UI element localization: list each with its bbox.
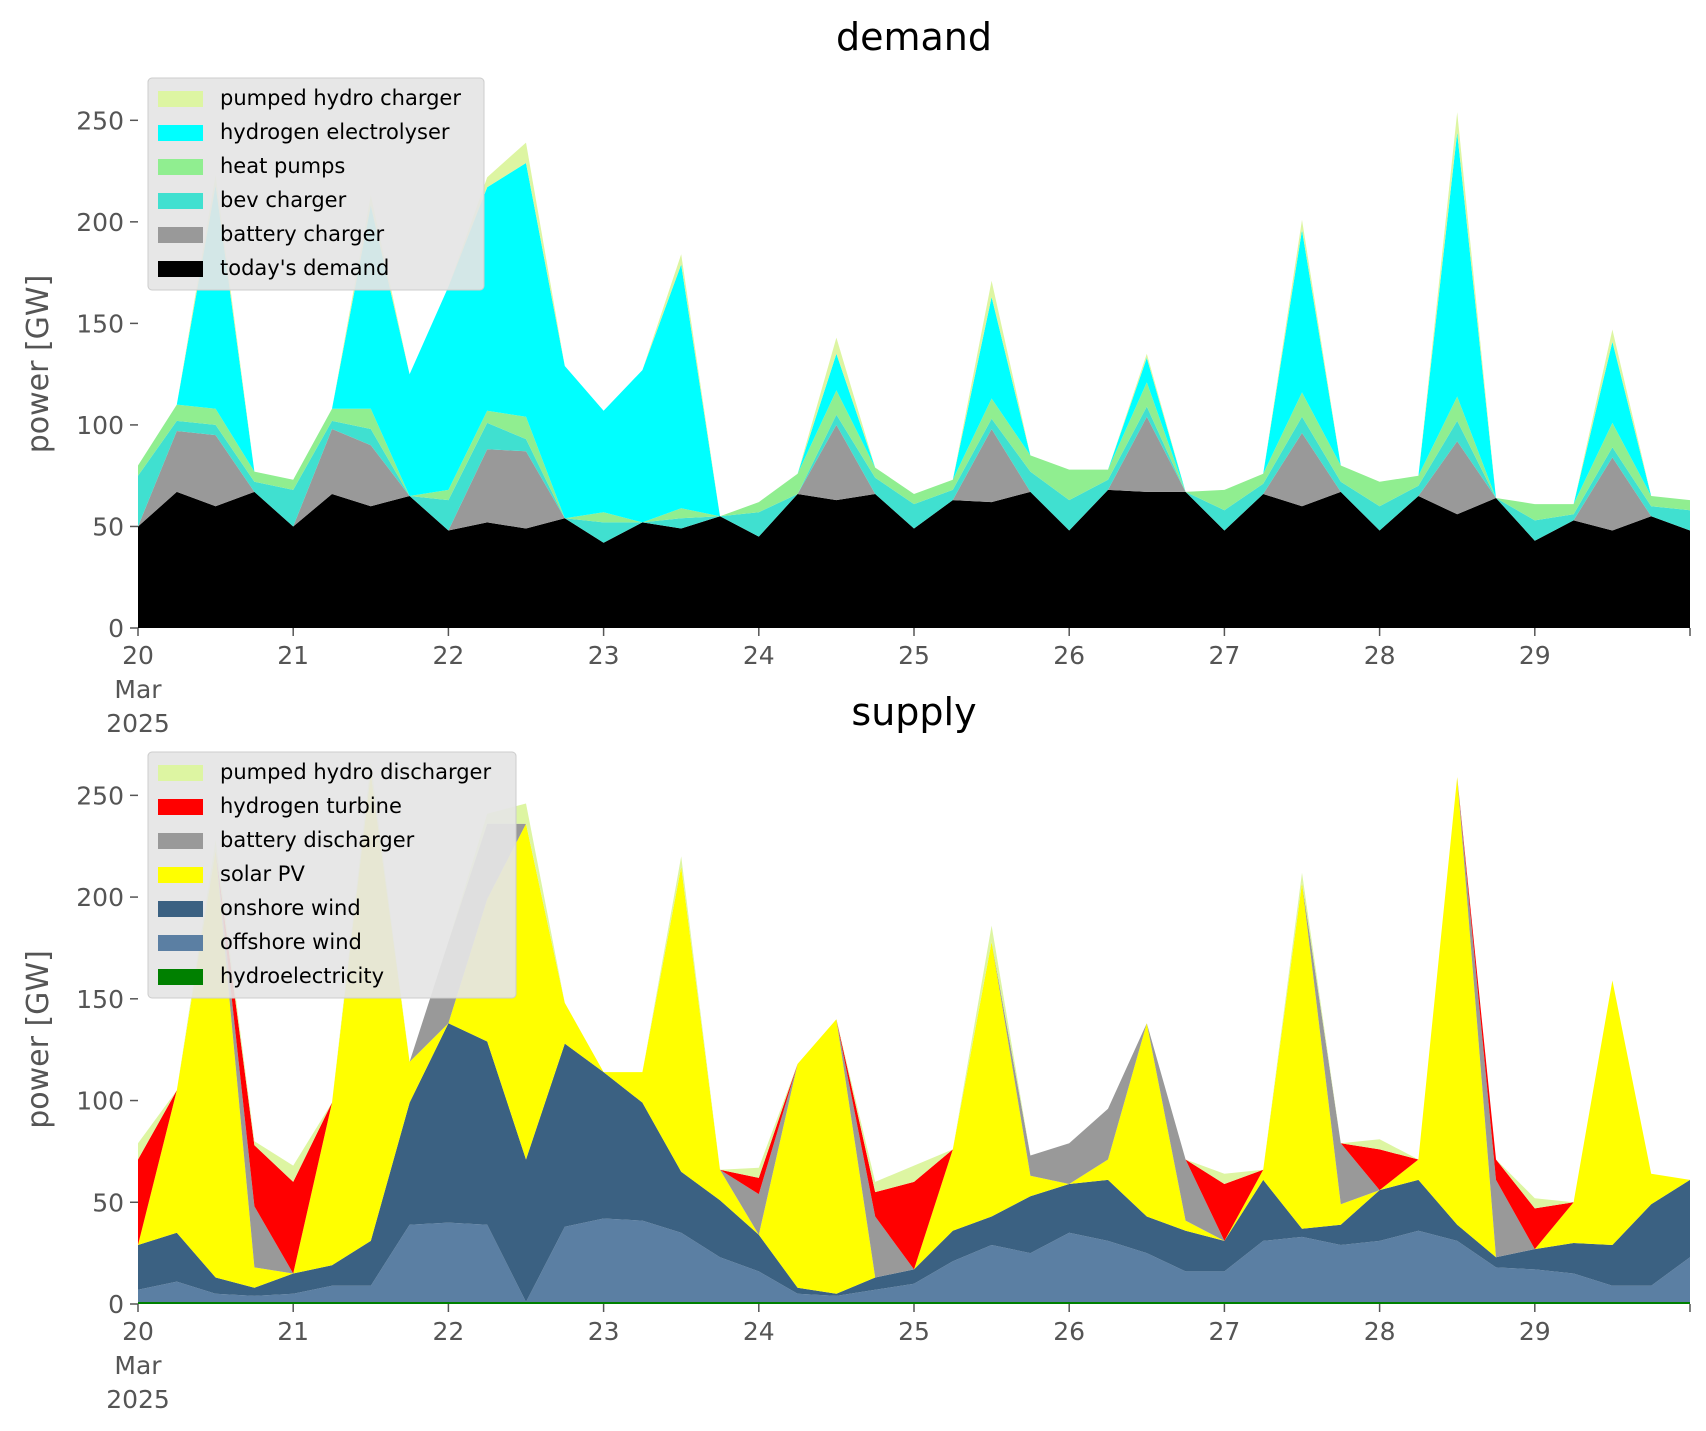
legend-swatch	[158, 799, 203, 815]
legend-swatch	[158, 901, 203, 917]
legend-label: onshore wind	[220, 896, 361, 920]
y-tick-label: 150	[76, 309, 124, 338]
chart-demand: demand 0 50 100 150 200 250 power [GW] 20 Mar 2025…	[21, 15, 1691, 738]
x-tick-label: 21	[277, 641, 309, 670]
legend-swatch	[158, 765, 203, 781]
legend-label: bev charger	[220, 188, 347, 212]
x-tick-label: 27	[1208, 641, 1240, 670]
series-area-solar-pv	[138, 773, 1690, 1294]
y-tick-label: 200	[76, 208, 124, 237]
x-tick-label: 2025	[106, 1385, 170, 1414]
legend-label: pumped hydro discharger	[220, 760, 491, 784]
legend-label: hydrogen electrolyser	[220, 120, 450, 144]
series-area-hydrogen-electrolyser	[138, 132, 1690, 523]
x-axis: 20 Mar 2025 21 22 23 24 25 26 27 28 29	[106, 628, 1691, 738]
legend: pumped hydro discharger hydrogen turbine b…	[147, 751, 517, 999]
x-axis: 20 Mar 2025 21 22 23 24 25 26 27 28 29	[106, 1304, 1691, 1414]
series-area-heat-pumps	[138, 382, 1690, 523]
y-tick-label: 50	[92, 512, 124, 541]
x-tick-label: 21	[277, 1317, 309, 1346]
chart-title: supply	[851, 690, 976, 734]
legend-swatch	[158, 159, 203, 175]
series-area-battery-charger	[138, 416, 1690, 543]
y-tick-label: 250	[76, 106, 124, 135]
legend: pumped hydro charger hydrogen electrolyse…	[147, 77, 485, 291]
legend-swatch	[158, 227, 203, 243]
legend-box	[147, 751, 517, 999]
series-area-pumped-hydro-discharger	[138, 762, 1690, 1209]
x-tick-label: 29	[1519, 1317, 1551, 1346]
series-areas	[138, 762, 1690, 1304]
x-tick-label: 25	[898, 641, 930, 670]
legend-label: hydroelectricity	[220, 964, 384, 988]
y-tick-label: 100	[76, 1087, 124, 1116]
y-tick-label: 200	[76, 883, 124, 912]
legend-label: heat pumps	[220, 154, 345, 178]
x-tick-label: 23	[588, 1317, 620, 1346]
y-axis: 0 50 100 150 200 250 power [GW]	[21, 106, 138, 643]
legend-label: battery discharger	[220, 828, 415, 852]
legend-label: offshore wind	[220, 930, 362, 954]
x-tick-label: 26	[1053, 641, 1085, 670]
series-area-bev-charger	[138, 406, 1690, 543]
x-tick-label: 23	[588, 641, 620, 670]
series-area-hydroelectricity	[138, 1302, 1690, 1304]
y-axis: 0 50 100 150 200 250 power [GW]	[21, 781, 138, 1319]
x-tick-label: 24	[743, 1317, 775, 1346]
x-tick-label: Mar	[114, 675, 162, 704]
chart-title: demand	[836, 15, 992, 59]
series-areas	[138, 112, 1690, 628]
x-tick-label: 25	[898, 1317, 930, 1346]
legend-label: today's demand	[220, 256, 389, 280]
x-tick-label: 22	[432, 1317, 464, 1346]
y-tick-label: 250	[76, 781, 124, 810]
legend-swatch	[158, 969, 203, 985]
legend-swatch	[158, 935, 203, 951]
x-tick-label: Mar	[114, 1351, 162, 1380]
x-tick-label: 27	[1208, 1317, 1240, 1346]
legend-swatch	[158, 833, 203, 849]
legend-swatch	[158, 125, 203, 141]
y-axis-label: power [GW]	[21, 275, 56, 454]
legend-label: pumped hydro charger	[220, 86, 461, 110]
x-tick-label: 29	[1519, 641, 1551, 670]
x-tick-label: 24	[743, 641, 775, 670]
legend-label: solar PV	[220, 862, 305, 886]
x-tick-label: 20	[122, 641, 154, 670]
x-tick-label: 28	[1364, 1317, 1396, 1346]
legend-box	[147, 77, 485, 291]
y-tick-label: 50	[92, 1188, 124, 1217]
y-tick-label: 100	[76, 411, 124, 440]
chart-supply: supply 0 50 100 150 200 250 power [GW] 20 Mar 2025…	[21, 690, 1691, 1414]
series-area-onshore-wind	[138, 1023, 1690, 1302]
y-tick-label: 0	[108, 1290, 124, 1319]
series-area-hydrogen-turbine	[138, 773, 1690, 1274]
legend-swatch	[158, 193, 203, 209]
y-tick-label: 0	[108, 614, 124, 643]
legend-swatch	[158, 867, 203, 883]
series-area-today-s-demand	[138, 489, 1690, 628]
legend-label: battery charger	[220, 222, 385, 246]
legend-swatch	[158, 261, 203, 277]
y-axis-label: power [GW]	[21, 950, 56, 1129]
x-tick-label: 28	[1364, 641, 1396, 670]
x-tick-label: 2025	[106, 709, 170, 738]
legend-swatch	[158, 91, 203, 107]
x-tick-label: 20	[122, 1317, 154, 1346]
legend-label: hydrogen turbine	[220, 794, 402, 818]
x-tick-label: 22	[432, 641, 464, 670]
y-tick-label: 150	[76, 985, 124, 1014]
series-area-offshore-wind	[138, 1218, 1690, 1302]
x-tick-label: 26	[1053, 1317, 1085, 1346]
